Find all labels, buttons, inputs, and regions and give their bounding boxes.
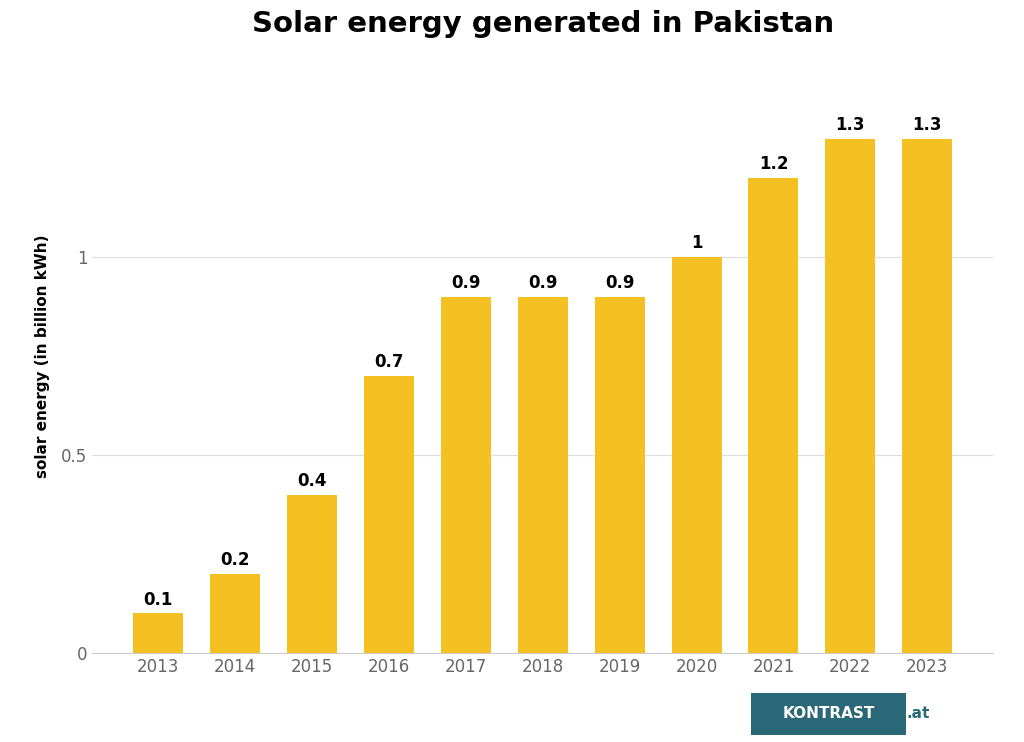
Text: 1.3: 1.3 — [836, 116, 865, 134]
Text: .at: .at — [906, 706, 930, 721]
Text: 0.2: 0.2 — [220, 551, 250, 569]
Title: Solar energy generated in Pakistan: Solar energy generated in Pakistan — [252, 10, 834, 38]
Bar — [364, 376, 414, 653]
Text: KONTRAST: KONTRAST — [782, 706, 874, 721]
Bar — [210, 574, 260, 653]
Bar — [440, 297, 490, 653]
Bar — [902, 139, 952, 653]
Y-axis label: solar energy (in billion kWh): solar energy (in billion kWh) — [35, 234, 50, 478]
Bar — [518, 297, 567, 653]
FancyBboxPatch shape — [751, 693, 906, 735]
Text: 0.7: 0.7 — [374, 353, 403, 371]
Bar — [595, 297, 645, 653]
Text: 1: 1 — [691, 234, 702, 252]
Text: 1.3: 1.3 — [912, 116, 942, 134]
Text: 0.9: 0.9 — [451, 274, 480, 292]
Bar — [672, 257, 722, 653]
Text: 0.9: 0.9 — [605, 274, 635, 292]
Bar — [133, 614, 183, 653]
Text: 0.9: 0.9 — [528, 274, 557, 292]
Text: 1.2: 1.2 — [759, 155, 788, 174]
Text: 0.1: 0.1 — [143, 591, 173, 608]
Text: 0.4: 0.4 — [297, 472, 327, 490]
Bar — [749, 178, 799, 653]
Bar — [825, 139, 876, 653]
Bar — [287, 495, 337, 653]
